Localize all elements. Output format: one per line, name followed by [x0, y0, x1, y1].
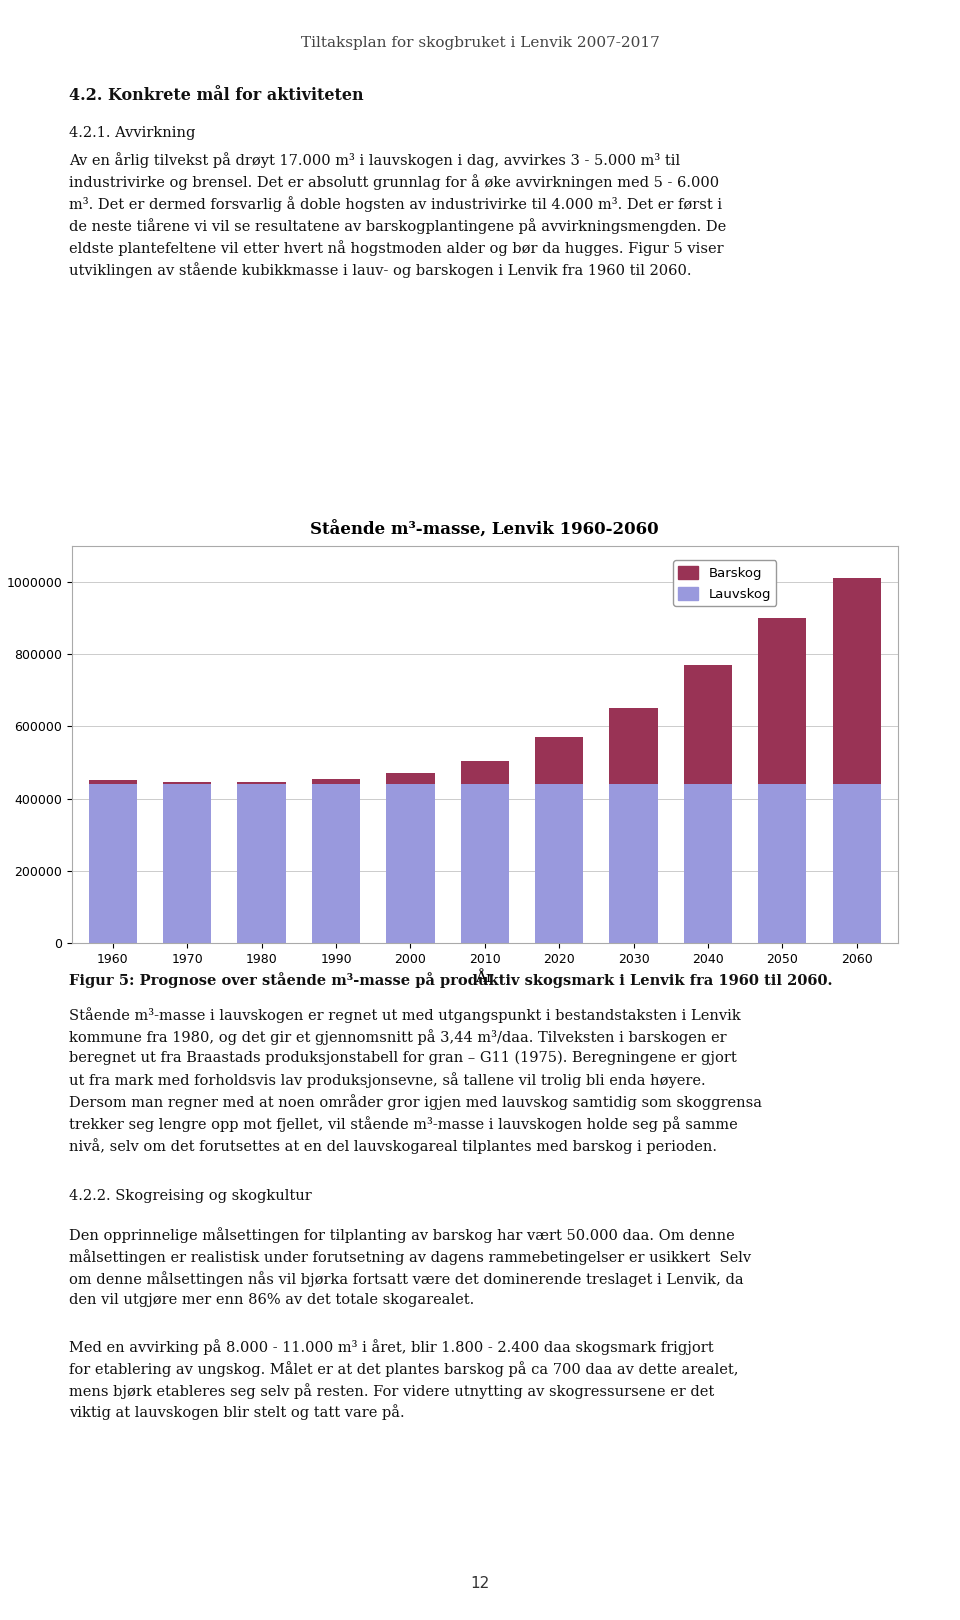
Bar [312, 779, 360, 784]
Bar [88, 781, 137, 784]
Text: den vil utgjøre mer enn 86% av det totale skogarealet.: den vil utgjøre mer enn 86% av det total… [69, 1293, 474, 1307]
Bar [237, 784, 286, 943]
Bar [461, 761, 509, 784]
Text: industrivirke og brensel. Det er absolutt grunnlag for å øke avvirkningen med 5 : industrivirke og brensel. Det er absolut… [69, 173, 719, 190]
Text: 4.2. Konkrete mål for aktiviteten: 4.2. Konkrete mål for aktiviteten [69, 87, 364, 104]
Bar [88, 784, 137, 943]
Text: mens bjørk etableres seg selv på resten. For videre utnytting av skogressursene : mens bjørk etableres seg selv på resten.… [69, 1383, 714, 1398]
Bar [832, 784, 881, 943]
Bar [535, 784, 584, 943]
Text: for etablering av ungskog. Målet er at det plantes barskog på ca 700 daa av dett: for etablering av ungskog. Målet er at d… [69, 1361, 738, 1377]
Text: Tiltaksplan for skogbruket i Lenvik 2007-2017: Tiltaksplan for skogbruket i Lenvik 2007… [300, 36, 660, 50]
Bar [163, 784, 211, 943]
Bar [758, 619, 806, 784]
Bar [237, 782, 286, 784]
Text: Med en avvirking på 8.000 - 11.000 m³ i året, blir 1.800 - 2.400 daa skogsmark f: Med en avvirking på 8.000 - 11.000 m³ i … [69, 1338, 713, 1354]
Bar [386, 773, 435, 784]
Text: kommune fra 1980, og det gir et gjennomsnitt på 3,44 m³/daa. Tilveksten i barsko: kommune fra 1980, og det gir et gjennoms… [69, 1029, 727, 1045]
Text: Dersom man regner med at noen områder gror igjen med lauvskog samtidig som skogg: Dersom man regner med at noen områder gr… [69, 1095, 762, 1110]
Text: m³. Det er dermed forsvarlig å doble hogsten av industrivirke til 4.000 m³. Det : m³. Det er dermed forsvarlig å doble hog… [69, 196, 722, 212]
Legend: Barskog, Lauvskog: Barskog, Lauvskog [673, 561, 777, 606]
Text: Den opprinnelige målsettingen for tilplanting av barskog har vært 50.000 daa. Om: Den opprinnelige målsettingen for tilpla… [69, 1228, 734, 1243]
Bar [610, 784, 658, 943]
Bar [684, 666, 732, 784]
Text: de neste tiårene vi vil se resultatene av barskogplantingene på avvirkningsmengd: de neste tiårene vi vil se resultatene a… [69, 217, 727, 233]
Text: trekker seg lengre opp mot fjellet, vil stående m³-masse i lauvskogen holde seg : trekker seg lengre opp mot fjellet, vil … [69, 1116, 738, 1132]
Text: eldste plantefeltene vil etter hvert nå hogstmoden alder og bør da hugges. Figur: eldste plantefeltene vil etter hvert nå … [69, 240, 724, 256]
X-axis label: År: År [475, 970, 494, 985]
Text: 12: 12 [470, 1576, 490, 1591]
Text: nivå, selv om det forutsettes at en del lauvskogareal tilplantes med barskog i p: nivå, selv om det forutsettes at en del … [69, 1139, 717, 1153]
Text: Figur 5: Prognose over stående m³-masse på produktiv skogsmark i Lenvik fra 1960: Figur 5: Prognose over stående m³-masse … [69, 972, 832, 988]
Bar [312, 784, 360, 943]
Text: Av en årlig tilvekst på drøyt 17.000 m³ i lauvskogen i dag, avvirkes 3 - 5.000 m: Av en årlig tilvekst på drøyt 17.000 m³ … [69, 152, 681, 168]
Bar [610, 708, 658, 784]
Bar [461, 784, 509, 943]
Text: 4.2.2. Skogreising og skogkultur: 4.2.2. Skogreising og skogkultur [69, 1189, 312, 1204]
Bar [758, 784, 806, 943]
Text: viktig at lauvskogen blir stelt og tatt vare på.: viktig at lauvskogen blir stelt og tatt … [69, 1405, 405, 1421]
Bar [832, 578, 881, 784]
Text: ut fra mark med forholdsvis lav produksjonsevne, så tallene vil trolig bli enda : ut fra mark med forholdsvis lav produksj… [69, 1072, 706, 1089]
Bar [684, 784, 732, 943]
Title: Stående m³-masse, Lenvik 1960-2060: Stående m³-masse, Lenvik 1960-2060 [310, 522, 660, 539]
Text: Stående m³-masse i lauvskogen er regnet ut med utgangspunkt i bestandstaksten i : Stående m³-masse i lauvskogen er regnet … [69, 1008, 741, 1022]
Bar [163, 782, 211, 784]
Text: beregnet ut fra Braastads produksjonstabell for gran – G11 (1975). Beregningene : beregnet ut fra Braastads produksjonstab… [69, 1051, 737, 1064]
Text: om denne målsettingen nås vil bjørka fortsatt være det dominerende treslaget i L: om denne målsettingen nås vil bjørka for… [69, 1272, 744, 1286]
Bar [386, 784, 435, 943]
Bar [535, 737, 584, 784]
Text: utviklingen av stående kubikkmasse i lauv- og barskogen i Lenvik fra 1960 til 20: utviklingen av stående kubikkmasse i lau… [69, 261, 691, 277]
Text: målsettingen er realistisk under forutsetning av dagens rammebetingelser er usik: målsettingen er realistisk under forutse… [69, 1249, 752, 1265]
Text: 4.2.1. Avvirkning: 4.2.1. Avvirkning [69, 126, 196, 141]
